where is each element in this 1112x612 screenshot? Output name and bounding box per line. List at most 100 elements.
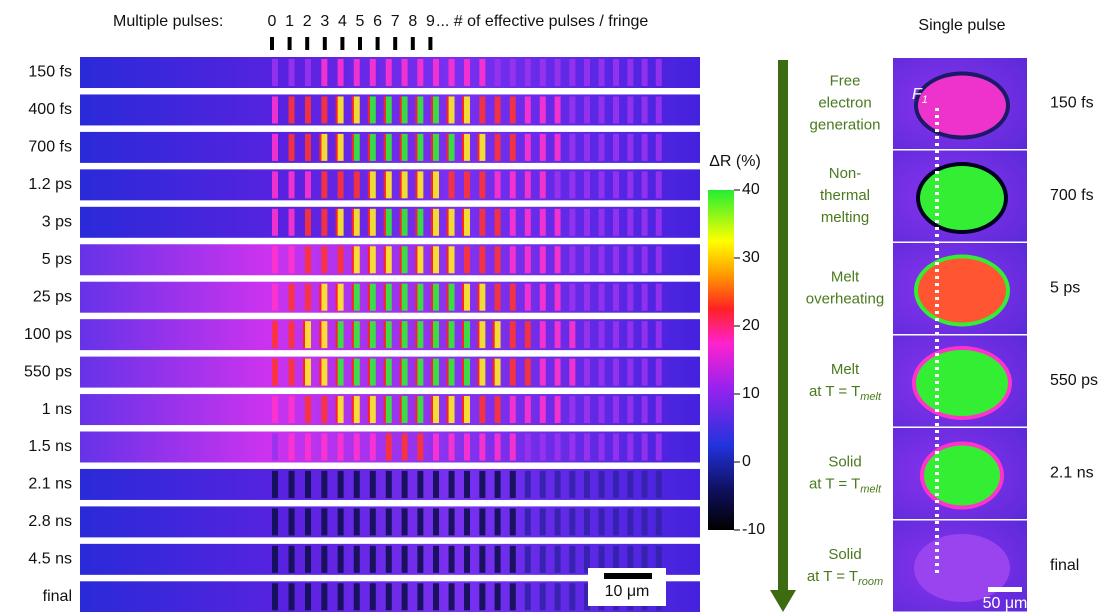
fringe	[613, 133, 619, 161]
fringe	[524, 545, 531, 573]
fringe	[641, 283, 648, 311]
stage-time: 2.1 ns	[1050, 465, 1094, 482]
fringe-edge	[351, 283, 354, 311]
fringe-edge	[446, 133, 449, 161]
fringe	[539, 208, 546, 236]
fringe	[509, 358, 516, 386]
fringe	[655, 470, 662, 498]
fringe	[539, 96, 546, 124]
fringe	[272, 59, 278, 86]
fringe	[272, 321, 278, 349]
fringe-edge	[335, 396, 338, 424]
fringe	[385, 96, 392, 124]
fringe	[401, 321, 408, 349]
fringe	[584, 433, 590, 461]
fringe	[321, 133, 328, 161]
fringe	[641, 358, 648, 386]
fringe	[353, 283, 360, 311]
fringe-edge	[462, 396, 464, 424]
fringe	[288, 283, 295, 311]
fringe	[584, 396, 590, 424]
fringe	[641, 59, 648, 86]
pulse-number: 5	[356, 13, 365, 30]
stage-label: Free	[830, 72, 861, 89]
fringe	[417, 545, 424, 573]
fringe	[353, 59, 360, 86]
colorbar-tick-label: 0	[742, 453, 751, 470]
fringe	[598, 59, 605, 86]
header-suffix: ... # of effective pulses / fringe	[436, 13, 648, 30]
fringe	[433, 133, 439, 161]
fringe	[627, 133, 634, 161]
fringe	[641, 171, 648, 199]
fringe-edge	[431, 96, 433, 124]
fringe-edge	[367, 321, 370, 349]
fringe	[479, 321, 486, 349]
fringe	[417, 96, 424, 124]
fringe	[494, 358, 501, 386]
fringe	[385, 583, 392, 611]
fringe-edge	[446, 246, 449, 274]
fringe	[479, 208, 486, 236]
fringe	[554, 583, 561, 611]
fringe	[598, 133, 605, 161]
fringe	[417, 358, 424, 386]
fringe	[627, 508, 634, 536]
fringe	[494, 133, 501, 161]
fringe-edge	[367, 358, 370, 386]
fringe	[321, 283, 328, 311]
fringe	[448, 358, 455, 386]
fringe	[448, 321, 455, 349]
fringe	[288, 321, 295, 349]
pulse-number: 1	[285, 13, 294, 30]
fringe	[655, 358, 662, 386]
fringe	[613, 545, 619, 573]
fringe	[524, 583, 531, 611]
pulse-tick	[375, 37, 380, 50]
fringe	[305, 583, 311, 611]
fringe	[288, 208, 295, 236]
fringe-edge	[399, 358, 402, 386]
fringe	[385, 433, 392, 461]
fringe-edge	[383, 283, 386, 311]
fringe-edge	[399, 96, 402, 124]
fringe	[509, 96, 516, 124]
fringe	[401, 470, 408, 498]
fringe	[369, 283, 376, 311]
fringe	[288, 508, 295, 536]
fringe-edge	[462, 208, 464, 236]
fringe-edge	[477, 321, 480, 349]
fringe	[479, 246, 486, 274]
fringe-edge	[351, 133, 354, 161]
fringe	[337, 59, 344, 86]
fringe-edge	[367, 133, 370, 161]
fringe	[305, 545, 311, 573]
fringe	[509, 321, 516, 349]
colorbar	[708, 190, 734, 530]
fringe-edge	[335, 96, 338, 124]
fringe	[569, 396, 576, 424]
scale-bar	[604, 573, 652, 579]
fringe	[641, 321, 648, 349]
fringe	[272, 470, 278, 498]
stage-time: 550 ps	[1050, 372, 1098, 389]
fringe-edge	[415, 171, 418, 199]
fringe	[598, 208, 605, 236]
fringe	[385, 59, 392, 86]
fringe	[401, 96, 408, 124]
fringe	[554, 96, 561, 124]
fringe	[569, 508, 576, 536]
fringe	[369, 246, 376, 274]
fringe-edge	[303, 321, 305, 349]
fringe	[524, 283, 531, 311]
fringe	[305, 433, 311, 461]
fringe	[655, 59, 662, 86]
pulse-tick	[287, 37, 292, 50]
fringe	[353, 545, 360, 573]
fringe-edge	[383, 208, 386, 236]
fringe-edge	[319, 321, 322, 349]
fringe	[433, 545, 439, 573]
row-label: final	[43, 588, 72, 605]
fringe	[554, 283, 561, 311]
fringe	[524, 96, 531, 124]
